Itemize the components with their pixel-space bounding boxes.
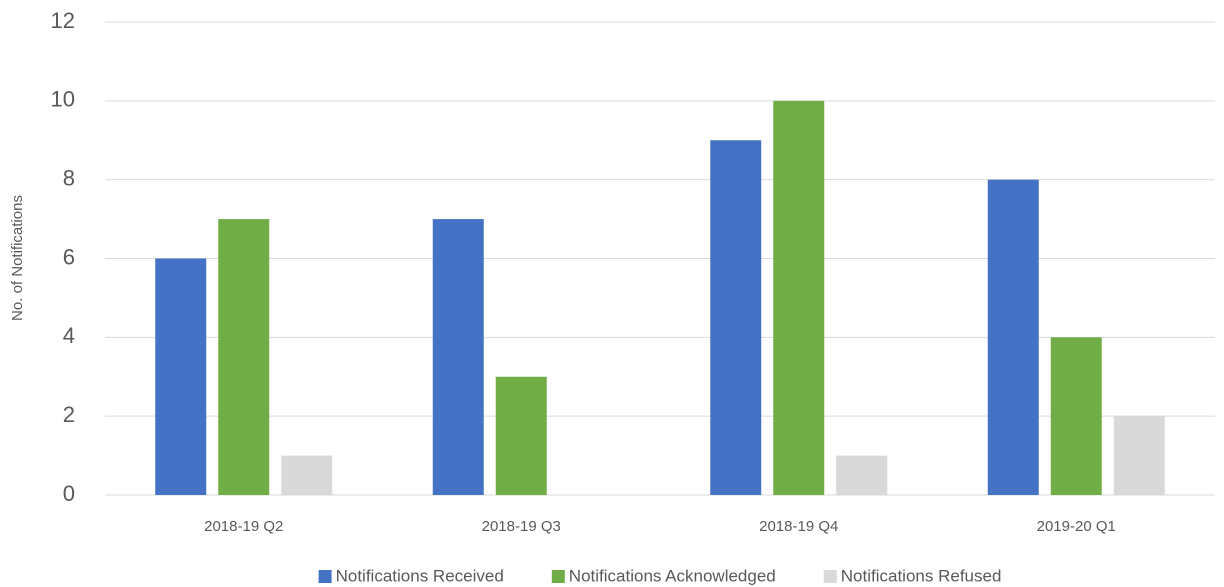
x-tick-label: 2018-19 Q3 <box>482 518 561 535</box>
bar <box>836 455 888 495</box>
legend-label: Notifications Refused <box>841 566 1002 585</box>
bar <box>281 455 333 495</box>
bar <box>218 219 270 496</box>
bar <box>1113 416 1165 495</box>
legend-label: Notifications Acknowledged <box>569 566 776 585</box>
bar <box>987 179 1039 495</box>
bar <box>773 100 825 495</box>
bar <box>495 376 547 495</box>
bar <box>432 219 484 496</box>
legend-swatch <box>318 570 332 583</box>
y-tick-label: 8 <box>63 165 75 190</box>
bar <box>710 140 762 495</box>
y-tick-label: 6 <box>63 244 75 269</box>
y-tick-label: 4 <box>63 323 75 348</box>
y-tick-label: 0 <box>63 481 75 506</box>
legend-label: Notifications Received <box>336 566 504 585</box>
y-tick-label: 12 <box>51 8 75 33</box>
legend-swatch <box>551 570 565 583</box>
y-axis-label: No. of Notifications <box>9 195 26 321</box>
bar <box>155 258 207 495</box>
x-tick-label: 2019-20 Q1 <box>1037 518 1116 535</box>
x-tick-label: 2018-19 Q2 <box>204 518 283 535</box>
y-tick-label: 2 <box>63 402 75 427</box>
legend-swatch <box>823 570 837 583</box>
x-tick-label: 2018-19 Q4 <box>759 518 838 535</box>
y-tick-label: 10 <box>51 87 75 112</box>
bar <box>1050 337 1102 495</box>
